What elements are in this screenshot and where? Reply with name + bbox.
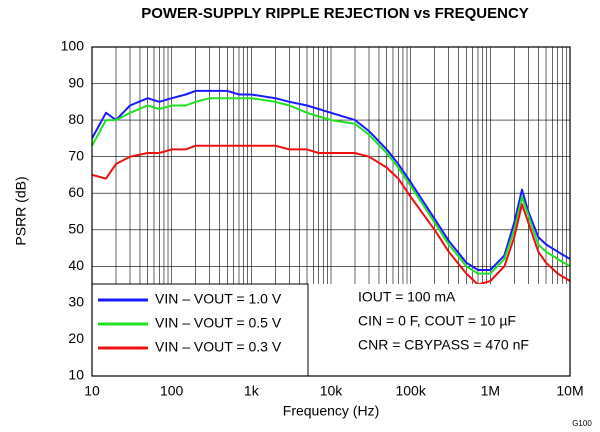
x-tick-label: 10 xyxy=(84,383,100,399)
series-line xyxy=(91,144,571,286)
y-tick-label: 80 xyxy=(68,111,84,127)
y-tick-label: 100 xyxy=(61,38,85,54)
legend-label: VIN – VOUT = 0.5 V xyxy=(155,315,282,331)
y-tick-label: 30 xyxy=(68,294,84,310)
series-line xyxy=(91,89,571,271)
annotation: CNR = CBYPASS = 470 nF xyxy=(358,337,529,353)
y-tick-label: 10 xyxy=(68,367,84,383)
y-tick-label: 90 xyxy=(68,74,84,90)
annotation-box xyxy=(308,284,570,376)
y-tick-label: 70 xyxy=(68,147,84,163)
figure-id: G100 xyxy=(572,419,592,428)
x-axis-label: Frequency (Hz) xyxy=(283,403,379,419)
x-tick-label: 1M xyxy=(481,383,500,399)
series-line xyxy=(91,97,571,275)
x-tick-label: 10M xyxy=(556,383,583,399)
legend-label: VIN – VOUT = 0.3 V xyxy=(155,339,282,355)
plot-frame xyxy=(91,46,571,377)
x-tick-label: 10k xyxy=(320,383,344,399)
chart-title: POWER-SUPPLY RIPPLE REJECTION vs FREQUEN… xyxy=(141,5,529,22)
y-tick-label: 40 xyxy=(68,257,84,273)
legend-label: VIN – VOUT = 1.0 V xyxy=(155,291,282,307)
annotation: CIN = 0 F, COUT = 10 µF xyxy=(358,313,516,329)
annotation: IOUT = 100 mA xyxy=(358,289,456,305)
y-tick-label: 60 xyxy=(68,184,84,200)
x-tick-label: 100k xyxy=(395,383,426,399)
x-tick-label: 1k xyxy=(244,383,260,399)
y-axis-label: PSRR (dB) xyxy=(13,176,29,245)
x-tick-label: 100 xyxy=(160,383,184,399)
y-tick-label: 50 xyxy=(68,220,84,236)
y-tick-label: 20 xyxy=(68,330,84,346)
